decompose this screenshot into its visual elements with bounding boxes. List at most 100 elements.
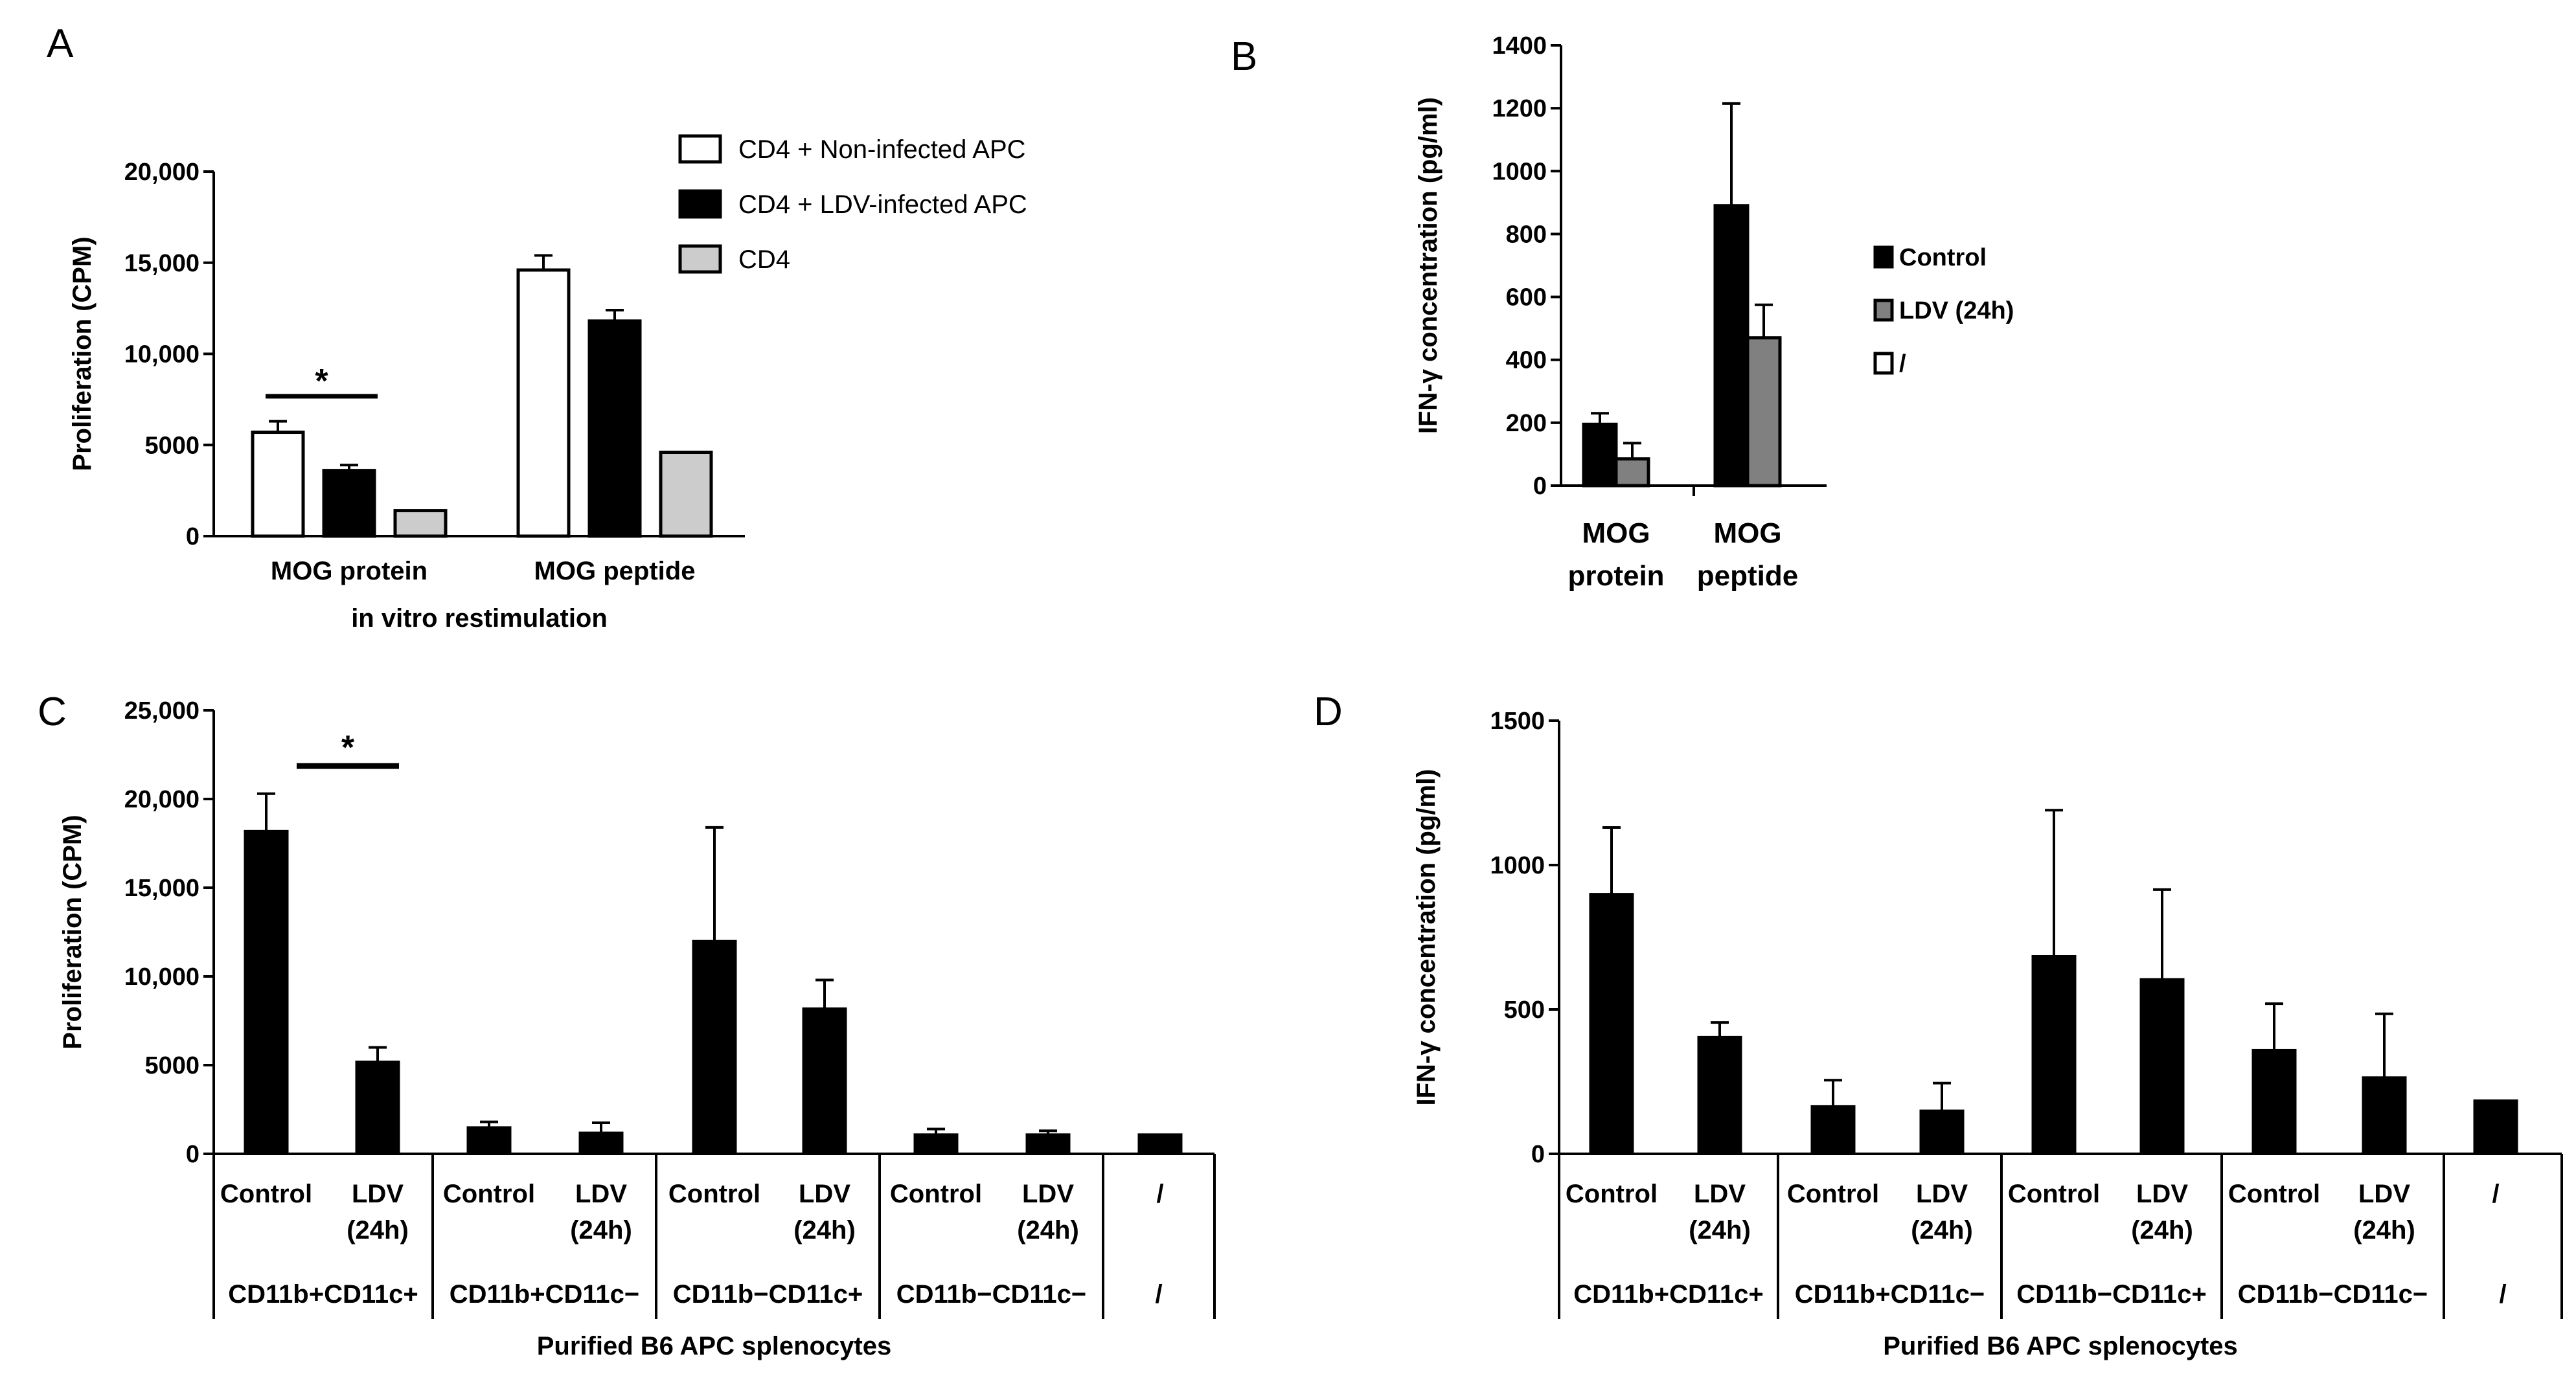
d-bar-label: (24h): [1911, 1216, 1973, 1244]
d-bar-label: LDV: [2136, 1180, 2188, 1208]
c-bar-7: [1025, 1133, 1071, 1155]
c-y-tick-label: 25,000: [124, 697, 199, 725]
c-bar-6: [913, 1133, 959, 1155]
panel-label-a: A: [47, 21, 74, 66]
c-bar-label: LDV: [352, 1180, 404, 1208]
c-bar-label: LDV: [575, 1180, 627, 1208]
d-group-label: CD11b−CD11c+: [2016, 1280, 2207, 1309]
c-group-label: CD11b+CD11c−: [450, 1280, 640, 1309]
c-bar-label: (24h): [570, 1216, 632, 1244]
d-bar-2: [1810, 1105, 1856, 1155]
panel-label-d: D: [1314, 690, 1343, 734]
b-legend-label: LDV (24h): [1899, 297, 2014, 324]
b-legend-swatch-control: [1873, 245, 1894, 269]
d-group-label: CD11b−CD11c−: [2238, 1280, 2428, 1309]
b-category-label: peptide: [1697, 560, 1798, 592]
b-bar-ldv-24h-mog-peptide: [1746, 336, 1782, 488]
b-legend-swatch-slash: [1873, 352, 1894, 375]
b-category-label: MOG: [1582, 517, 1650, 549]
c-y-tick-label: 5000: [144, 1052, 199, 1079]
c-bar-label: (24h): [1017, 1216, 1079, 1244]
c-bar-5: [802, 1007, 847, 1155]
c-bar-label: LDV: [799, 1180, 850, 1208]
d-group-label: CD11b+CD11c−: [1795, 1280, 1985, 1309]
d-bar-6: [2251, 1048, 2297, 1155]
a-y-tick-label: 5000: [144, 432, 199, 459]
a-legend-label: CD4 + Non-infected APC: [738, 135, 1026, 164]
b-y-tick-label: 0: [1533, 473, 1547, 500]
b-y-tick-label: 1400: [1492, 32, 1547, 60]
b-y-tick-label: 800: [1506, 221, 1547, 248]
chart-panel-c: 0 5000 10,000 15,000 20,000 25,000 Proliferati…: [58, 697, 1216, 1360]
d-bar-label: (24h): [1689, 1216, 1751, 1244]
b-y-tick-label: 600: [1506, 284, 1547, 311]
panel-label-b: B: [1231, 34, 1257, 79]
d-bar-8: [2473, 1099, 2518, 1155]
a-legend-label: CD4 + LDV-infected APC: [738, 190, 1027, 219]
d-bar-0: [1589, 893, 1634, 1155]
d-y-axis-label: IFN-γ concentration (pg/ml): [1412, 769, 1441, 1106]
c-bar-3: [578, 1131, 624, 1155]
a-bar-cd4-ldv-infected-apc-mog-protein: [322, 469, 376, 538]
c-bar-2: [466, 1126, 512, 1155]
b-y-tick-label: 1200: [1492, 95, 1547, 122]
a-y-axis-label: Proliferation (CPM): [68, 236, 97, 471]
d-x-axis-label: Purified B6 APC splenocytes: [1883, 1332, 2238, 1360]
a-x-axis-label: in vitro restimulation: [351, 604, 608, 633]
a-category-label: MOG protein: [271, 557, 427, 585]
d-y-tick-label: 500: [1504, 997, 1545, 1024]
d-y-tick-label: 0: [1531, 1141, 1545, 1168]
a-bar-cd4-mog-protein: [393, 509, 448, 538]
b-y-tick-label: 400: [1506, 347, 1547, 374]
d-bar-5: [2139, 978, 2185, 1155]
d-bar-label: Control: [2008, 1180, 2100, 1208]
chart-panel-a: 0 5000 10,000 15,000 20,000 Proliferation (CP…: [68, 134, 1027, 633]
d-group-label: /: [2499, 1280, 2506, 1309]
a-y-tick-label: 10,000: [124, 341, 199, 368]
a-legend-swatch-cd4-ldv-infected-apc: [678, 189, 722, 219]
d-bar-label: LDV: [1916, 1180, 1968, 1208]
a-bar-cd4-mog-peptide: [659, 451, 713, 538]
d-y-tick-label: 1500: [1490, 708, 1545, 735]
c-group-label: CD11b−CD11c+: [673, 1280, 863, 1309]
c-bar-label: Control: [443, 1180, 535, 1208]
c-bar-label: LDV: [1022, 1180, 1074, 1208]
c-y-axis-label: Proliferation (CPM): [58, 815, 87, 1049]
d-bar-label: Control: [1787, 1180, 1879, 1208]
c-y-tick-label: 15,000: [124, 875, 199, 902]
c-bar-label: (24h): [347, 1216, 409, 1244]
d-bar-label: (24h): [2131, 1216, 2193, 1244]
d-bar-label: /: [2492, 1180, 2499, 1208]
b-legend-label: Control: [1899, 244, 1987, 271]
a-bar-cd4-ldv-infected-apc-mog-peptide: [587, 319, 642, 538]
a-category-label: MOG peptide: [534, 557, 696, 585]
c-bar-label: (24h): [793, 1216, 856, 1244]
a-legend-swatch-cd4: [678, 244, 722, 274]
b-category-label: protein: [1567, 560, 1664, 592]
c-bar-label: /: [1156, 1180, 1163, 1208]
d-bar-1: [1697, 1035, 1742, 1155]
b-y-tick-label: 1000: [1492, 158, 1547, 185]
a-y-tick-label: 20,000: [124, 159, 199, 186]
c-y-tick-label: 0: [186, 1141, 199, 1168]
d-bar-7: [2362, 1076, 2407, 1155]
c-bar-8: [1137, 1133, 1183, 1155]
c-significance-star: *: [341, 729, 355, 767]
a-y-tick-label: 0: [186, 523, 199, 550]
a-legend-label: CD4: [738, 245, 790, 274]
c-bar-label: Control: [668, 1180, 760, 1208]
c-y-tick-label: 10,000: [124, 963, 199, 991]
b-y-axis-label: IFN-γ concentration (pg/ml): [1414, 97, 1442, 434]
c-group-label: CD11b−CD11c−: [896, 1280, 1087, 1309]
d-bar-label: LDV: [2358, 1180, 2410, 1208]
c-group-label: CD11b+CD11c+: [228, 1280, 418, 1309]
chart-panel-b: 0 200 400 600 800 1000 1200 1400 IFN-γ concentra…: [1414, 32, 2014, 592]
a-significance-star: *: [315, 363, 328, 400]
c-bar-label: Control: [890, 1180, 982, 1208]
c-bar-1: [355, 1061, 400, 1155]
chart-panel-d: 0 500 1000 1500 IFN-γ concentration (pg/ml) C…: [1412, 708, 2563, 1360]
c-group-label: /: [1155, 1280, 1162, 1309]
a-y-tick-label: 15,000: [124, 250, 199, 277]
a-bar-cd4-non-infected-apc-mog-protein: [251, 431, 305, 538]
